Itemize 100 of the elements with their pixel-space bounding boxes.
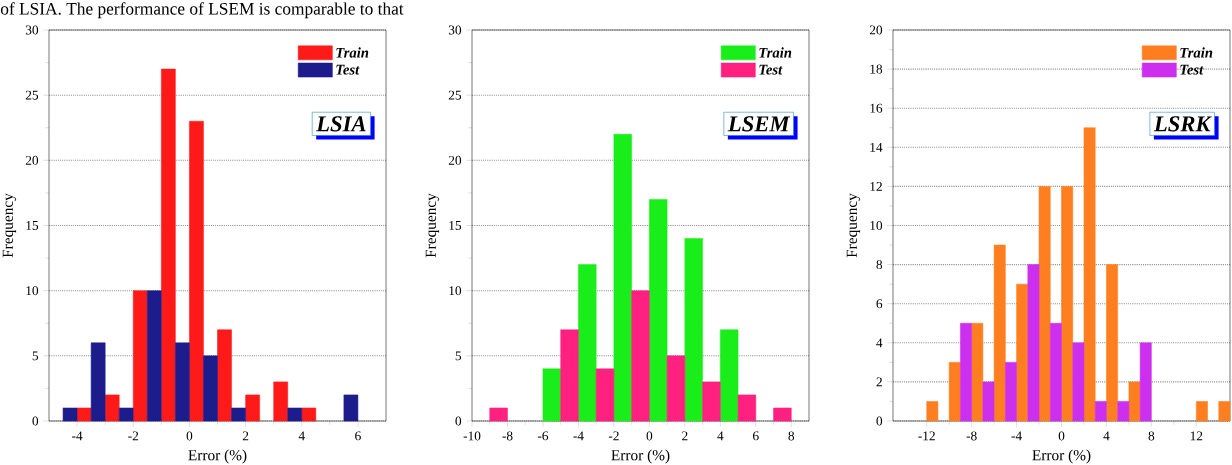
y-tick-label: 5 <box>32 351 39 361</box>
x-tick-label: -4 <box>1011 431 1022 441</box>
bar <box>217 329 232 422</box>
bar <box>273 381 288 422</box>
y-tick-label: 25 <box>448 90 462 100</box>
y-tick-label: 30 <box>25 25 39 35</box>
bar <box>1139 342 1152 422</box>
bar <box>1117 401 1130 422</box>
bar <box>76 407 92 422</box>
bar <box>684 238 703 422</box>
bar <box>203 355 218 422</box>
y-tick-label: 16 <box>870 103 883 113</box>
x-tick-label: -12 <box>918 431 935 441</box>
bar <box>132 290 148 422</box>
y-tick-label: 20 <box>869 25 883 35</box>
x-axis-title: Error (%) <box>188 449 247 464</box>
y-tick-label: 30 <box>448 25 462 35</box>
bar <box>1005 362 1017 422</box>
annotation: LSIA <box>316 116 366 132</box>
y-tick-label: 15 <box>26 221 39 230</box>
x-tick-label: 0 <box>186 431 193 441</box>
bar <box>737 394 757 422</box>
bar <box>1106 264 1118 422</box>
y-tick-label: 10 <box>449 286 462 296</box>
x-tick-label: 2 <box>242 431 249 441</box>
bar <box>301 407 317 422</box>
x-tick-label: 12 <box>1190 431 1203 441</box>
bar <box>343 394 359 422</box>
bar <box>578 264 597 422</box>
y-tick-label: 18 <box>870 64 883 74</box>
text: of LSIA. The performance of LSEM is comparable to that <box>0 2 404 19</box>
bar <box>245 394 260 422</box>
x-tick-label: 4 <box>298 431 305 441</box>
legend-label: Test <box>1180 64 1204 75</box>
x-axis-title: Error (%) <box>1032 449 1091 464</box>
y-tick-label: 5 <box>455 351 462 361</box>
legend-label: Train <box>1180 47 1213 58</box>
bar <box>982 381 995 422</box>
x-tick-label: -2 <box>608 431 619 441</box>
y-tick-label: 0 <box>876 416 883 426</box>
bar <box>147 290 162 422</box>
bar <box>1016 283 1029 422</box>
x-tick-label: 8 <box>1148 431 1155 441</box>
annotation: LSRK <box>1153 116 1212 132</box>
bar <box>1218 401 1231 422</box>
y-tick-label: 8 <box>876 260 883 270</box>
legend-label: Test <box>759 64 783 75</box>
y-axis-title: Frequency <box>846 193 861 258</box>
bar <box>118 407 134 422</box>
bar <box>161 68 176 422</box>
bar <box>773 407 792 422</box>
bar <box>1027 264 1040 422</box>
x-tick-label: -8 <box>966 431 977 441</box>
bar <box>971 322 984 422</box>
x-tick-label: -8 <box>502 431 513 441</box>
bar <box>1094 401 1107 422</box>
y-axis-title: Frequency <box>2 193 17 258</box>
bar <box>595 368 615 422</box>
bar <box>666 355 686 422</box>
y-tick-label: 20 <box>448 155 462 165</box>
x-tick-label: 8 <box>788 431 795 441</box>
bar <box>104 394 120 422</box>
y-tick-label: 10 <box>26 286 39 296</box>
x-tick-label: 0 <box>1058 431 1065 441</box>
bar <box>1050 322 1062 422</box>
y-tick-label: 20 <box>25 155 39 165</box>
x-tick-label: 6 <box>753 431 759 441</box>
y-tick-label: 15 <box>449 221 462 230</box>
legend-label: Train <box>759 47 792 58</box>
bar <box>90 342 106 422</box>
y-tick-label: 12 <box>870 181 882 191</box>
bar <box>1196 401 1208 422</box>
y-tick-label: 0 <box>32 416 39 426</box>
x-axis-title: Error (%) <box>611 449 670 464</box>
bar <box>720 329 739 422</box>
bar <box>231 407 246 422</box>
x-tick-label: -4 <box>573 431 584 441</box>
bar <box>702 381 721 422</box>
y-axis-title: Frequency <box>425 193 440 258</box>
bar <box>926 401 939 422</box>
bar <box>189 120 204 422</box>
x-tick-label: 6 <box>355 431 361 441</box>
bar <box>1038 186 1051 422</box>
bar <box>1072 342 1085 422</box>
bar <box>542 368 561 422</box>
bar <box>960 322 972 422</box>
x-tick-label: 0 <box>646 431 653 441</box>
bar <box>1083 127 1096 422</box>
x-tick-label: -2 <box>128 431 139 441</box>
annotation: LSEM <box>727 116 791 132</box>
y-tick-label: 0 <box>455 416 462 426</box>
y-tick-label: 4 <box>876 338 883 348</box>
legend-label: Test <box>336 64 360 75</box>
bar <box>993 244 1006 422</box>
bar <box>948 362 961 422</box>
x-tick-label: -4 <box>72 431 83 441</box>
bar <box>631 290 650 422</box>
y-tick-label: 10 <box>870 221 883 230</box>
bar <box>560 329 579 422</box>
x-tick-label: -6 <box>537 431 549 441</box>
